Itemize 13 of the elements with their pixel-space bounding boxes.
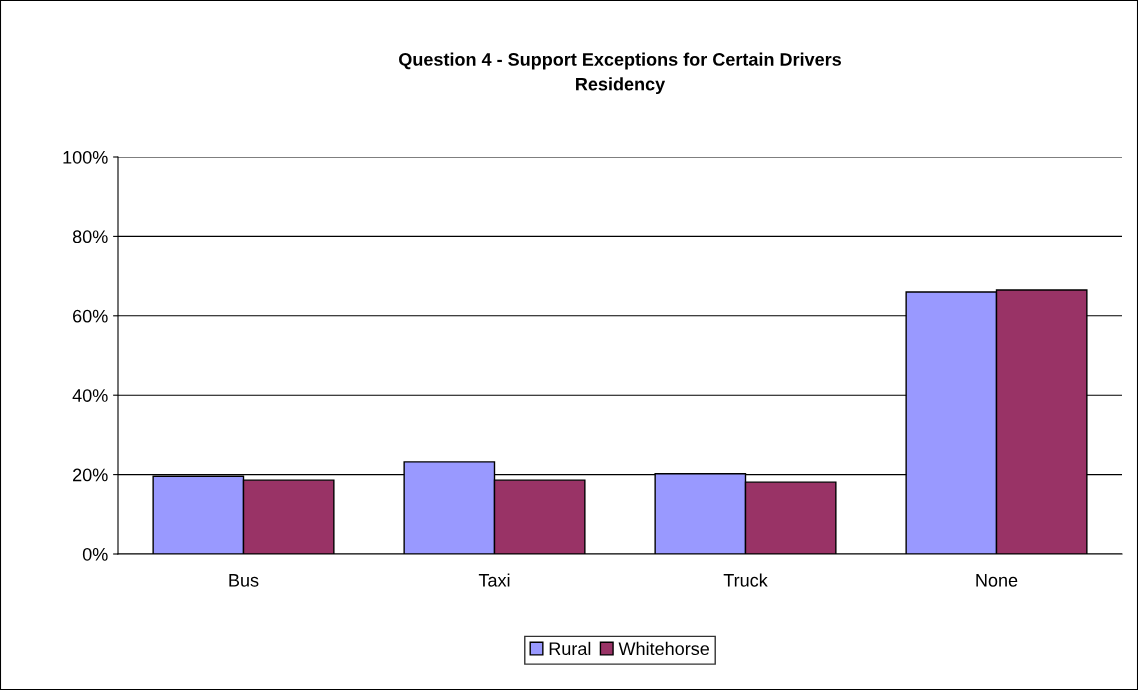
y-tick-label: 60% xyxy=(73,309,108,323)
y-tick-label: 100% xyxy=(63,150,108,164)
x-tick-label: Truck xyxy=(723,573,768,587)
chart-title: Question 4 - Support Exceptions for Certain Drivers Residency xyxy=(399,52,841,95)
x-tick-label: Taxi xyxy=(478,573,510,587)
legend-label: Whitehorse xyxy=(618,641,709,656)
y-tick-label: 80% xyxy=(72,230,108,244)
x-tick-label: None xyxy=(976,574,1018,587)
y-tick-label: 40% xyxy=(72,389,108,402)
x-tick-label: Bus xyxy=(229,574,259,587)
y-tick-label: 0% xyxy=(82,547,108,561)
legend-label: Rural xyxy=(549,641,591,656)
y-tick-label: 20% xyxy=(73,468,108,482)
